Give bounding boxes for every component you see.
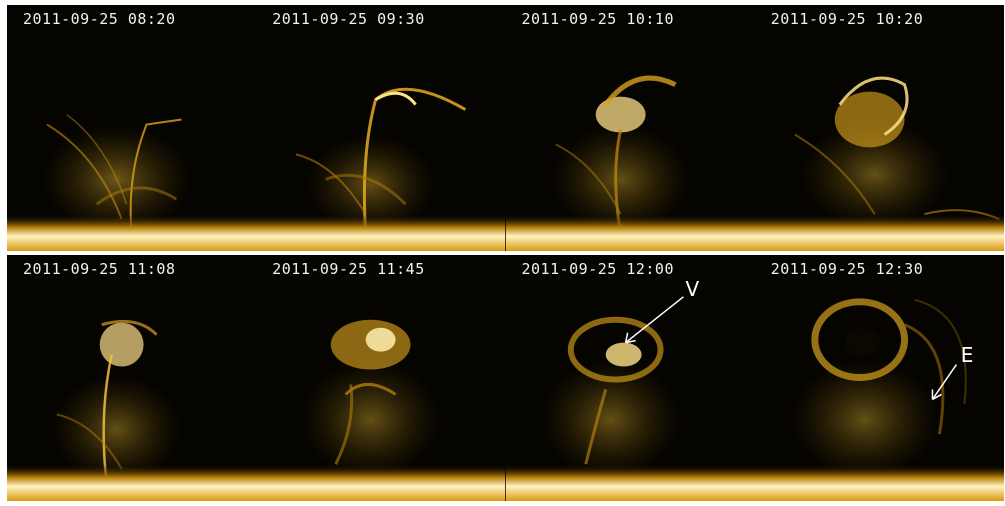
- image-panel-8: 2011-09-25 12:30 E: [754, 255, 1004, 501]
- feature-label-v: V: [685, 277, 700, 301]
- solar-prominence-image: [505, 75, 755, 251]
- timestamp-label: 2011-09-25 09:30: [272, 10, 425, 28]
- timestamp-label: 2011-09-25 11:45: [272, 260, 425, 278]
- solar-prominence-image: [754, 298, 1004, 501]
- solar-prominence-image: [7, 319, 257, 501]
- image-panel-5: 2011-09-25 11:08: [7, 255, 257, 501]
- image-panel-7: 2011-09-25 12:00 V: [505, 255, 755, 501]
- timestamp-label: 2011-09-25 12:00: [521, 260, 674, 278]
- image-panel-6: 2011-09-25 11:45: [256, 255, 506, 501]
- solar-image-grid: 2011-09-25 08:20 2011-09-25 09:30 2011-0…: [7, 5, 1004, 501]
- image-panel-4: 2011-09-25 10:20: [754, 5, 1004, 251]
- image-panel-2: 2011-09-25 09:30: [256, 5, 506, 251]
- timestamp-label: 2011-09-25 12:30: [770, 260, 924, 278]
- solar-prominence-image: [7, 113, 257, 251]
- image-panel-1: 2011-09-25 08:20: [7, 5, 257, 251]
- timestamp-label: 2011-09-25 08:20: [23, 10, 176, 28]
- solar-prominence-image: [256, 319, 506, 501]
- timestamp-label: 2011-09-25 10:10: [521, 10, 674, 28]
- solar-prominence-image: [754, 76, 1004, 251]
- solar-prominence-image: [505, 316, 755, 501]
- timestamp-label: 2011-09-25 10:20: [770, 10, 924, 28]
- image-panel-3: 2011-09-25 10:10: [505, 5, 755, 251]
- solar-prominence-image: [256, 87, 506, 251]
- feature-label-e: E: [960, 343, 974, 367]
- timestamp-label: 2011-09-25 11:08: [23, 260, 176, 278]
